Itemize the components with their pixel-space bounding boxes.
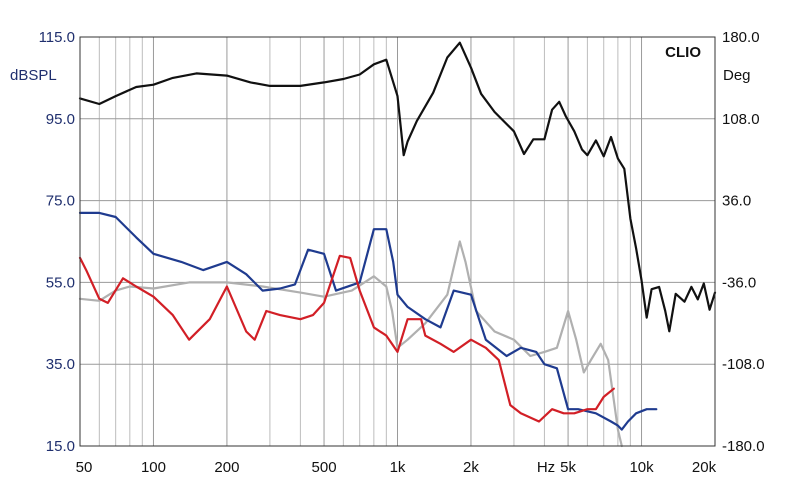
series-line-1 [78, 240, 623, 448]
right-tick-label: 108.0 [722, 111, 760, 128]
x-tick-label: 200 [214, 459, 239, 476]
right-tick-label: -36.0 [722, 274, 756, 291]
x-tick-label: 50 [76, 459, 93, 476]
x-unit-label: Hz [537, 459, 555, 476]
left-axis-label: dBSPL [10, 67, 57, 84]
series-layer [78, 41, 717, 448]
brand-label: CLIO [665, 44, 701, 61]
left-tick-label: 95.0 [46, 111, 75, 128]
x-tick-label: 100 [141, 459, 166, 476]
axis-labels: 115.0 95.0 75.0 55.0 35.0 15.0 180.0 108.0 36.0 -… [39, 29, 765, 476]
right-tick-label: -108.0 [722, 356, 765, 373]
right-axis-label: Deg [723, 67, 751, 84]
left-tick-label: 55.0 [46, 274, 75, 291]
x-tick-label: 5k [560, 459, 576, 476]
left-tick-label: 115.0 [39, 29, 75, 46]
x-tick-label: 1k [390, 459, 406, 476]
right-tick-label: -180.0 [722, 438, 765, 455]
series-line-4 [78, 41, 717, 333]
series-line-3 [78, 254, 615, 423]
left-tick-label: 15.0 [46, 438, 75, 455]
right-tick-label: 180.0 [722, 29, 760, 46]
x-tick-label: 20k [692, 459, 717, 476]
right-tick-label: 36.0 [722, 193, 751, 210]
left-tick-label: 75.0 [46, 193, 75, 210]
x-tick-label: 10k [629, 459, 654, 476]
x-tick-label: 2k [463, 459, 479, 476]
series-line-2 [78, 211, 658, 431]
x-tick-label: 500 [312, 459, 337, 476]
left-tick-label: 35.0 [46, 356, 75, 373]
plot-frame [79, 36, 716, 447]
